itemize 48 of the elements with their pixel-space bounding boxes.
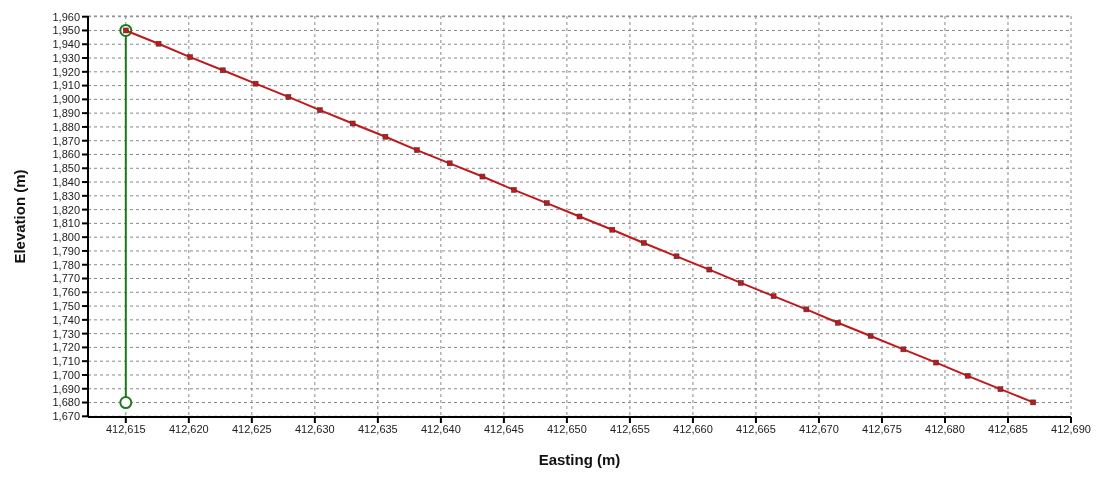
x-tick-label: 412,625 (231, 422, 272, 435)
x-tick-label: 412,650 (547, 422, 587, 435)
y-tick-label: 1,760 (52, 286, 80, 299)
y-tick-label: 1,730 (52, 327, 80, 340)
x-tick-label: 412,685 (988, 422, 1028, 435)
x-tick-label: 412,645 (484, 422, 524, 435)
y-tick-label: 1,700 (52, 368, 80, 381)
x-tick-label: 412,675 (862, 422, 902, 435)
y-tick-label: 1,850 (52, 162, 80, 175)
y-tick-label: 1,910 (52, 79, 80, 92)
y-tick-label: 1,820 (52, 203, 80, 216)
y-tick-label: 1,940 (52, 38, 80, 51)
y-tick-label: 1,900 (52, 93, 80, 106)
x-tick-label: 412,630 (294, 422, 335, 435)
y-axis-title: Elevation (m) (11, 169, 29, 264)
y-tick-label: 1,870 (52, 134, 80, 147)
y-tick-label: 1,770 (52, 272, 80, 285)
x-tick-label: 412,690 (1051, 422, 1091, 435)
y-tick-label: 1,710 (52, 355, 80, 368)
y-tick-label: 1,880 (52, 120, 80, 133)
x-tick-label: 412,615 (105, 422, 146, 435)
y-tick-label: 1,670 (52, 410, 80, 423)
y-tick-label: 1,840 (52, 175, 80, 188)
y-tick-label: 1,950 (52, 24, 80, 37)
x-tick-label: 412,665 (736, 422, 776, 435)
y-tick-label: 1,690 (52, 382, 80, 395)
y-tick-label: 1,680 (52, 396, 80, 409)
y-tick-label: 1,930 (52, 51, 80, 64)
x-tick-label: 412,640 (420, 422, 461, 435)
y-tick-label: 1,750 (52, 299, 80, 312)
y-tick-label: 1,920 (52, 65, 80, 78)
x-tick-label: 412,680 (925, 422, 965, 435)
x-tick-label: 412,660 (673, 422, 713, 435)
y-tick-label: 1,720 (52, 341, 80, 354)
y-tick-label: 1,740 (52, 313, 80, 326)
x-tick-label: 412,635 (357, 422, 398, 435)
y-tick-label: 1,800 (52, 231, 80, 244)
y-tick-label: 1,960 (52, 10, 80, 23)
x-tick-label: 412,670 (799, 422, 839, 435)
x-tick-label: 412,655 (610, 422, 650, 435)
x-tick-label: 412,620 (168, 422, 209, 435)
y-tick-label: 1,860 (52, 148, 80, 161)
y-tick-label: 1,810 (52, 217, 80, 230)
y-tick-label: 1,790 (52, 244, 80, 257)
y-tick-label: 1,890 (52, 107, 80, 120)
x-axis-title: Easting (m) (538, 451, 621, 468)
y-tick-label: 1,830 (52, 189, 80, 202)
y-tick-label: 1,780 (52, 258, 80, 271)
